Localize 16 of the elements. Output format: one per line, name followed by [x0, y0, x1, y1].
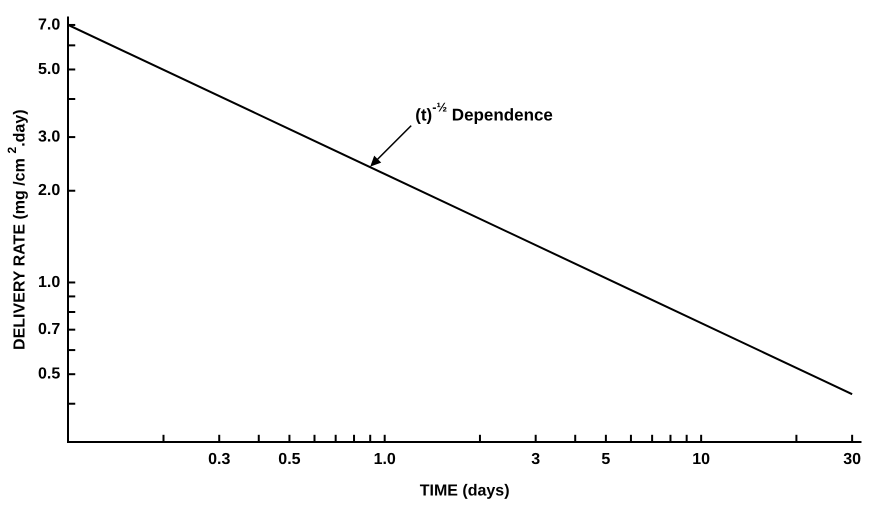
- y-tick-label: 2.0: [38, 182, 60, 200]
- y-tick-label: 5.0: [38, 60, 60, 78]
- x-tick-label: 10: [692, 450, 710, 468]
- x-tick-label: 1.0: [374, 450, 396, 468]
- x-tick-label: 0.3: [208, 450, 230, 468]
- x-tick-label: 5: [601, 450, 610, 468]
- y-tick-label: 0.7: [38, 321, 60, 338]
- x-tick-label: 3: [531, 450, 540, 468]
- y-tick-label: 3.0: [38, 128, 60, 146]
- y-axis-title: DELIVERY RATE (mg /cm 2.day): [5, 109, 28, 350]
- y-tick-label: 7.0: [38, 16, 60, 34]
- x-axis-title: TIME (days): [420, 482, 510, 500]
- y-tick-label: 1.0: [38, 274, 60, 291]
- x-tick-label: 30: [843, 450, 862, 468]
- y-tick-label: 0.5: [38, 366, 60, 383]
- x-tick-label: 0.5: [278, 450, 301, 468]
